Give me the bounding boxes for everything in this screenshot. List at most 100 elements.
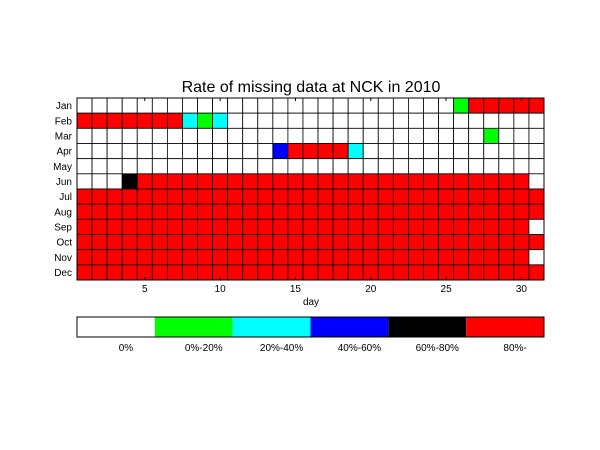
cell-nov-day-16 — [302, 249, 319, 266]
cell-sep-day-23 — [408, 218, 424, 235]
cell-sep-day-30 — [513, 218, 530, 235]
cell-aug-day-24 — [423, 203, 439, 220]
month-label-may: May — [53, 162, 72, 173]
cell-apr-day-13 — [257, 143, 274, 160]
legend-swatch-1 — [154, 317, 233, 337]
cell-mar-day-14 — [272, 127, 289, 144]
cell-apr-day-2 — [91, 143, 108, 160]
legend-swatch-0 — [77, 317, 155, 337]
cell-jul-day-27 — [468, 188, 485, 205]
day-tick-labels: 5 10 15 20 25 30 — [142, 98, 527, 295]
cell-oct-day-20 — [362, 234, 379, 251]
cell-jun-day-21 — [377, 173, 394, 190]
cell-dec-day-13 — [257, 264, 274, 281]
cell-apr-day-22 — [392, 143, 409, 160]
cell-dec-day-14 — [272, 264, 289, 281]
cell-nov-day-31 — [528, 249, 545, 266]
cell-may-day-9 — [197, 158, 213, 175]
cell-sep-day-10 — [212, 218, 229, 235]
cell-sep-day-28 — [483, 218, 500, 235]
cell-oct-day-15 — [287, 234, 304, 251]
legend-swatch-5 — [466, 317, 544, 337]
heatmap-cells — [76, 97, 545, 281]
cell-feb-day-14 — [272, 112, 289, 129]
cell-jan-day-22 — [392, 97, 409, 114]
cell-oct-day-18 — [332, 234, 349, 251]
cell-jan-day-17 — [317, 97, 334, 114]
cell-may-day-15 — [287, 158, 304, 175]
cell-may-day-3 — [106, 158, 123, 175]
cell-may-day-25 — [438, 158, 455, 175]
cell-jul-day-21 — [377, 188, 394, 205]
cell-dec-day-11 — [227, 264, 244, 281]
cell-apr-day-11 — [227, 143, 244, 160]
cell-jul-day-16 — [302, 188, 319, 205]
cell-mar-day-29 — [498, 127, 515, 144]
cell-mar-day-8 — [182, 127, 198, 144]
day-tick-5: 5 — [142, 284, 148, 295]
cell-jul-day-10 — [212, 188, 229, 205]
cell-apr-day-26 — [453, 143, 470, 160]
cell-jul-day-5 — [136, 188, 153, 205]
cell-feb-day-20 — [362, 112, 379, 129]
cell-may-day-31 — [528, 158, 545, 175]
cell-sep-day-26 — [453, 218, 470, 235]
cell-feb-day-6 — [151, 112, 168, 129]
cell-jun-day-31 — [528, 173, 545, 190]
cell-apr-day-29 — [498, 143, 515, 160]
cell-jul-day-20 — [362, 188, 379, 205]
cell-dec-day-18 — [332, 264, 349, 281]
cell-sep-day-27 — [468, 218, 485, 235]
cell-jan-day-14 — [272, 97, 289, 114]
cell-nov-day-29 — [498, 249, 515, 266]
cell-nov-day-6 — [151, 249, 168, 266]
cell-mar-day-20 — [362, 127, 379, 144]
cell-mar-day-9 — [197, 127, 213, 144]
cell-jun-day-2 — [91, 173, 108, 190]
cell-may-day-10 — [212, 158, 229, 175]
cell-jun-day-23 — [408, 173, 424, 190]
cell-jan-day-19 — [347, 97, 364, 114]
cell-nov-day-5 — [136, 249, 153, 266]
cell-feb-day-5 — [136, 112, 153, 129]
cell-apr-day-7 — [166, 143, 183, 160]
cell-feb-day-17 — [317, 112, 334, 129]
cell-jul-day-17 — [317, 188, 334, 205]
cell-mar-day-26 — [453, 127, 470, 144]
cell-sep-day-13 — [257, 218, 274, 235]
month-label-nov: Nov — [54, 253, 72, 264]
cell-aug-day-25 — [438, 203, 455, 220]
cell-oct-day-2 — [91, 234, 108, 251]
cell-aug-day-12 — [242, 203, 259, 220]
cell-nov-day-28 — [483, 249, 500, 266]
cell-apr-day-28 — [483, 143, 500, 160]
cell-feb-day-4 — [121, 112, 138, 129]
cell-jun-day-1 — [76, 173, 93, 190]
month-label-mar: Mar — [55, 131, 73, 142]
cell-feb-day-22 — [392, 112, 409, 129]
cell-feb-day-13 — [257, 112, 274, 129]
cell-jun-day-17 — [317, 173, 334, 190]
cell-aug-day-7 — [166, 203, 183, 220]
cell-may-day-6 — [151, 158, 168, 175]
cell-feb-day-8 — [182, 112, 198, 129]
cell-oct-day-30 — [513, 234, 530, 251]
cell-may-day-14 — [272, 158, 289, 175]
cell-jan-day-24 — [423, 97, 439, 114]
cell-aug-day-15 — [287, 203, 304, 220]
cell-jul-day-24 — [423, 188, 439, 205]
cell-nov-day-11 — [227, 249, 244, 266]
cell-mar-day-12 — [242, 127, 259, 144]
day-tick-15: 15 — [290, 284, 302, 295]
cell-jul-day-2 — [91, 188, 108, 205]
cell-apr-day-24 — [423, 143, 439, 160]
cell-sep-day-25 — [438, 218, 455, 235]
cell-oct-day-1 — [76, 234, 93, 251]
cell-dec-day-22 — [392, 264, 409, 281]
cell-sep-day-7 — [166, 218, 183, 235]
cell-sep-day-22 — [392, 218, 409, 235]
cell-mar-day-13 — [257, 127, 274, 144]
cell-apr-day-17 — [317, 143, 334, 160]
cell-aug-day-18 — [332, 203, 349, 220]
cell-jun-day-3 — [106, 173, 123, 190]
